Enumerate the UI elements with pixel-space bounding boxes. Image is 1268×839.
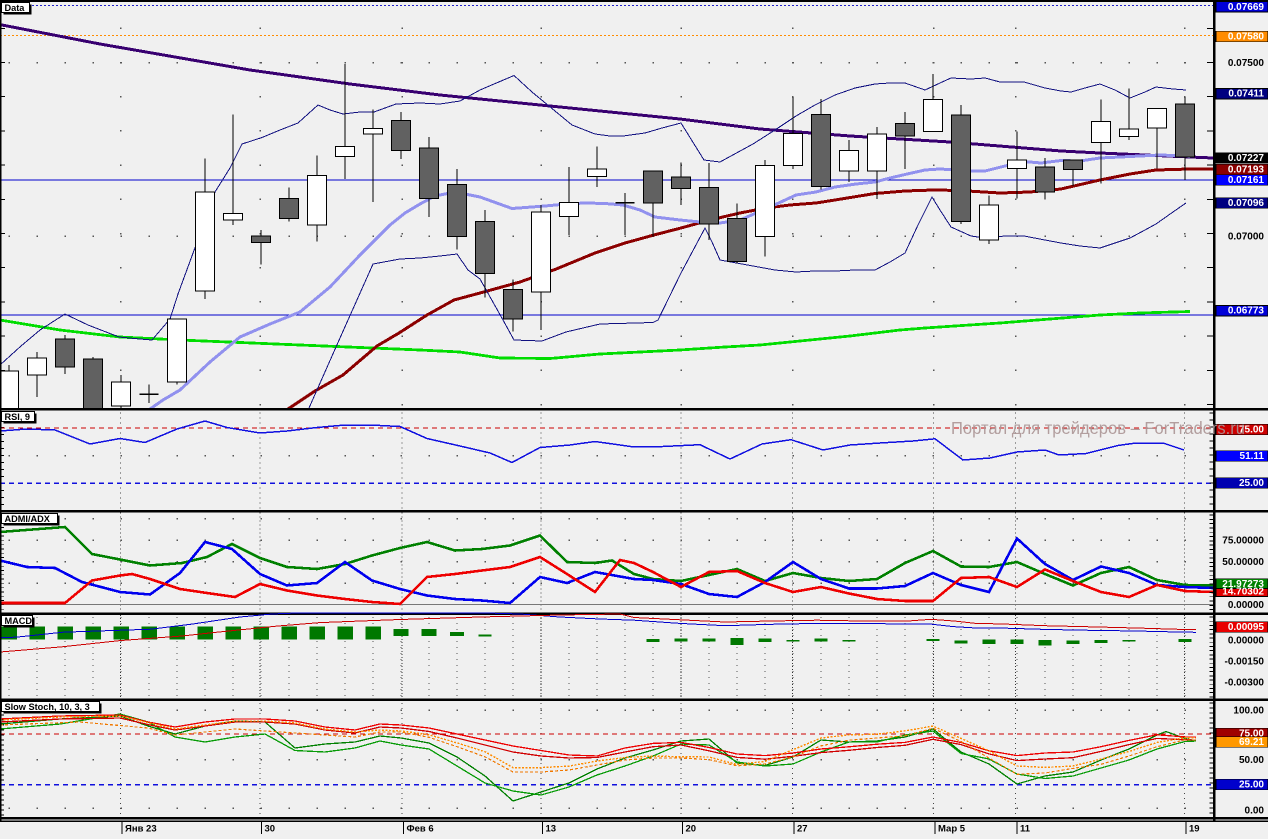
svg-text:13: 13 xyxy=(546,824,557,835)
svg-text:0.00: 0.00 xyxy=(1245,806,1265,817)
svg-text:0.07227: 0.07227 xyxy=(1228,153,1265,164)
svg-text:0.07500: 0.07500 xyxy=(1228,58,1265,69)
svg-text:75.00: 75.00 xyxy=(1239,425,1264,436)
svg-text:20: 20 xyxy=(686,824,697,835)
svg-text:-0.00150: -0.00150 xyxy=(1225,657,1265,668)
svg-text:25.00: 25.00 xyxy=(1239,478,1264,489)
svg-text:Slow Stoch, 10, 3, 3: Slow Stoch, 10, 3, 3 xyxy=(5,702,90,712)
svg-text:0.00000: 0.00000 xyxy=(1228,636,1265,647)
svg-text:Мар 5: Мар 5 xyxy=(938,824,966,835)
svg-text:27: 27 xyxy=(797,824,808,835)
svg-text:0.07193: 0.07193 xyxy=(1228,165,1265,176)
svg-text:25.00: 25.00 xyxy=(1239,780,1264,791)
svg-text:0.07411: 0.07411 xyxy=(1228,89,1264,100)
svg-text:-0.00300: -0.00300 xyxy=(1225,678,1265,689)
svg-text:Фев 6: Фев 6 xyxy=(407,824,434,835)
svg-text:Янв 23: Янв 23 xyxy=(125,824,157,835)
svg-text:50.00: 50.00 xyxy=(1239,755,1264,766)
svg-text:0.07161: 0.07161 xyxy=(1228,175,1265,186)
svg-text:0.07669: 0.07669 xyxy=(1228,2,1265,13)
svg-text:21.97273: 21.97273 xyxy=(1222,579,1264,590)
svg-text:14.70302: 14.70302 xyxy=(1222,586,1264,597)
svg-text:69.21: 69.21 xyxy=(1239,737,1264,748)
svg-text:19: 19 xyxy=(1189,824,1200,835)
svg-text:RSI, 9: RSI, 9 xyxy=(5,412,31,422)
svg-text:75.00: 75.00 xyxy=(1239,729,1264,740)
svg-text:ADMI/ADX: ADMI/ADX xyxy=(5,514,51,524)
svg-text:30: 30 xyxy=(265,824,276,835)
svg-text:Data: Data xyxy=(5,3,26,13)
svg-text:50.00000: 50.00000 xyxy=(1222,557,1264,568)
svg-text:MACD: MACD xyxy=(5,616,33,626)
svg-text:0.07000: 0.07000 xyxy=(1228,232,1265,243)
svg-text:0.07580: 0.07580 xyxy=(1228,32,1265,43)
svg-text:0.00095: 0.00095 xyxy=(1228,622,1265,633)
svg-text:0.07096: 0.07096 xyxy=(1228,198,1265,209)
svg-text:51.11: 51.11 xyxy=(1240,451,1265,462)
svg-text:75.00000: 75.00000 xyxy=(1222,536,1264,547)
svg-text:11: 11 xyxy=(1020,824,1031,835)
svg-text:100.00: 100.00 xyxy=(1233,706,1264,717)
svg-text:0.00000: 0.00000 xyxy=(1228,600,1265,611)
svg-text:0.06773: 0.06773 xyxy=(1228,306,1265,317)
svg-text:Портал для трейдеров – ForTrad: Портал для трейдеров – ForTraders.ru xyxy=(951,418,1245,438)
